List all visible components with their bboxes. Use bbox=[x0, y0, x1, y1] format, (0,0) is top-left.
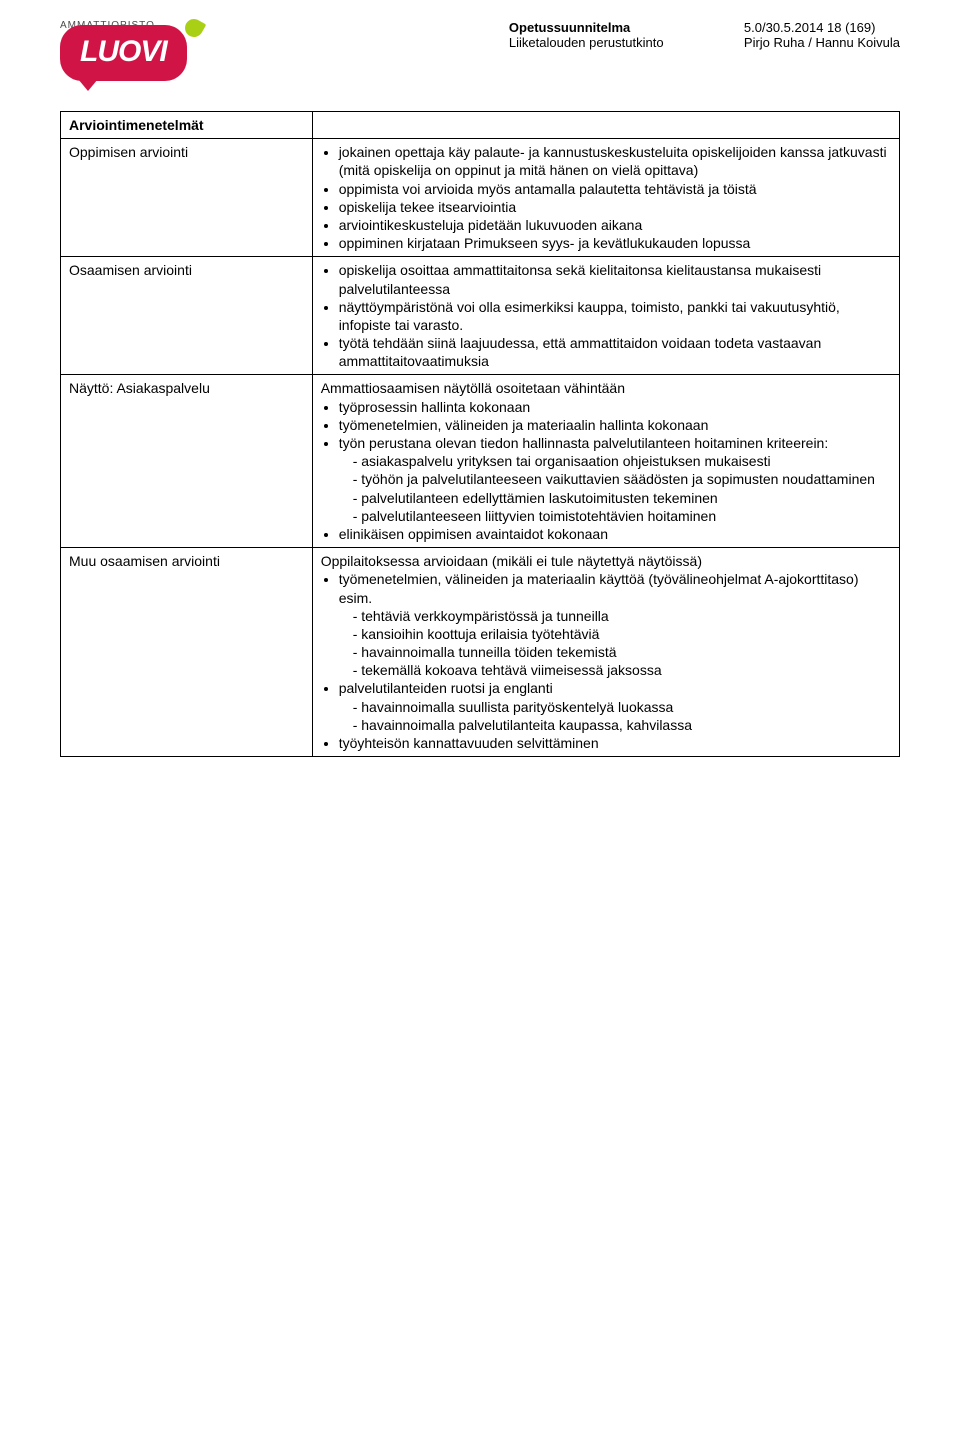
group1-bullet: työmenetelmien, välineiden ja materiaali… bbox=[339, 571, 859, 605]
dash-item: tehtäviä verkkoympäristössä ja tunneilla bbox=[353, 607, 891, 625]
header-right: Opetussuunnitelma Liiketalouden perustut… bbox=[509, 20, 900, 50]
list-item: opiskelija osoittaa ammattitaitonsa sekä… bbox=[339, 261, 891, 297]
dash-item: palvelutilanteen edellyttämien laskutoim… bbox=[353, 489, 891, 507]
header-title: Opetussuunnitelma bbox=[509, 20, 694, 35]
list-item: palvelutilanteiden ruotsi ja englanti ha… bbox=[339, 679, 891, 734]
dash-list: asiakaspalvelu yrityksen tai organisaati… bbox=[339, 452, 891, 525]
logo-bubble: LUOVI bbox=[60, 25, 187, 81]
list-item: arviointikeskusteluja pidetään lukuvuode… bbox=[339, 216, 891, 234]
header-subtitle: Liiketalouden perustutkinto bbox=[509, 35, 694, 50]
table-heading-empty bbox=[312, 112, 899, 139]
row-label: Muu osaamisen arviointi bbox=[61, 548, 313, 757]
header-col-center: Opetussuunnitelma Liiketalouden perustut… bbox=[509, 20, 694, 50]
dash-item: tekemällä kokoava tehtävä viimeisessä ja… bbox=[353, 661, 891, 679]
dash-item: kansioihin koottuja erilaisia työtehtävi… bbox=[353, 625, 891, 643]
list-item: työmenetelmien, välineiden ja materiaali… bbox=[339, 570, 891, 679]
dash-item: palvelutilanteeseen liittyvien toimistot… bbox=[353, 507, 891, 525]
row-content: opiskelija osoittaa ammattitaitonsa sekä… bbox=[312, 257, 899, 375]
table-heading: Arviointimenetelmät bbox=[61, 112, 313, 139]
nested-bullet-text: työn perustana olevan tiedon hallinnasta… bbox=[339, 435, 829, 451]
list-item: elinikäisen oppimisen avaintaidot kokona… bbox=[339, 525, 891, 543]
logo-area: LUOVI bbox=[60, 25, 187, 81]
bullet-list: opiskelija osoittaa ammattitaitonsa sekä… bbox=[321, 261, 891, 370]
dash-list: havainnoimalla suullista parityöskentely… bbox=[339, 698, 891, 734]
bullet-list: työmenetelmien, välineiden ja materiaali… bbox=[321, 570, 891, 752]
list-item: oppiminen kirjataan Primukseen syys- ja … bbox=[339, 234, 891, 252]
list-item: näyttöympäristönä voi olla esimerkiksi k… bbox=[339, 298, 891, 334]
dash-item: havainnoimalla palvelutilanteita kaupass… bbox=[353, 716, 891, 734]
row-content: Ammattiosaamisen näytöllä osoitetaan väh… bbox=[312, 375, 899, 548]
bullet-list: jokainen opettaja käy palaute- ja kannus… bbox=[321, 143, 891, 252]
row-content: Oppilaitoksessa arvioidaan (mikäli ei tu… bbox=[312, 548, 899, 757]
list-item: oppimista voi arvioida myös antamalla pa… bbox=[339, 180, 891, 198]
dash-item: havainnoimalla tunneilla töiden tekemist… bbox=[353, 643, 891, 661]
header-version: 5.0/30.5.2014 18 (169) bbox=[744, 20, 900, 35]
dash-item: asiakaspalvelu yrityksen tai organisaati… bbox=[353, 452, 891, 470]
list-item: opiskelija tekee itsearviointia bbox=[339, 198, 891, 216]
table-heading-text: Arviointimenetelmät bbox=[69, 117, 204, 133]
row-intro: Ammattiosaamisen näytöllä osoitetaan väh… bbox=[321, 379, 891, 397]
list-item: työprosessin hallinta kokonaan bbox=[339, 398, 891, 416]
row-intro: Oppilaitoksessa arvioidaan (mikäli ei tu… bbox=[321, 552, 891, 570]
dash-item: työhön ja palvelutilanteeseen vaikuttavi… bbox=[353, 470, 891, 488]
list-item: työmenetelmien, välineiden ja materiaali… bbox=[339, 416, 891, 434]
header-col-right: 5.0/30.5.2014 18 (169) Pirjo Ruha / Hann… bbox=[744, 20, 900, 50]
table-row: Osaamisen arviointi opiskelija osoittaa … bbox=[61, 257, 900, 375]
row-label: Oppimisen arviointi bbox=[61, 139, 313, 257]
list-item: työn perustana olevan tiedon hallinnasta… bbox=[339, 434, 891, 525]
table-heading-row: Arviointimenetelmät bbox=[61, 112, 900, 139]
table-row: Näyttö: Asiakaspalvelu Ammattiosaamisen … bbox=[61, 375, 900, 548]
group2-bullet: palvelutilanteiden ruotsi ja englanti bbox=[339, 680, 553, 696]
list-item: työyhteisön kannattavuuden selvittäminen bbox=[339, 734, 891, 752]
row-label: Osaamisen arviointi bbox=[61, 257, 313, 375]
table-row: Muu osaamisen arviointi Oppilaitoksessa … bbox=[61, 548, 900, 757]
logo-text: LUOVI bbox=[80, 35, 167, 68]
row-label: Näyttö: Asiakaspalvelu bbox=[61, 375, 313, 548]
document-header: AMMATTIOPISTO LUOVI Opetussuunnitelma Li… bbox=[60, 20, 900, 81]
table-row: Oppimisen arviointi jokainen opettaja kä… bbox=[61, 139, 900, 257]
header-left: AMMATTIOPISTO LUOVI bbox=[60, 20, 187, 81]
header-authors: Pirjo Ruha / Hannu Koivula bbox=[744, 35, 900, 50]
dash-item: havainnoimalla suullista parityöskentely… bbox=[353, 698, 891, 716]
list-item: työtä tehdään siinä laajuudessa, että am… bbox=[339, 334, 891, 370]
dash-list: tehtäviä verkkoympäristössä ja tunneilla… bbox=[339, 607, 891, 680]
list-item: jokainen opettaja käy palaute- ja kannus… bbox=[339, 143, 891, 179]
row-content: jokainen opettaja käy palaute- ja kannus… bbox=[312, 139, 899, 257]
assessment-table: Arviointimenetelmät Oppimisen arviointi … bbox=[60, 111, 900, 757]
bullet-list: työprosessin hallinta kokonaan työmenete… bbox=[321, 398, 891, 544]
